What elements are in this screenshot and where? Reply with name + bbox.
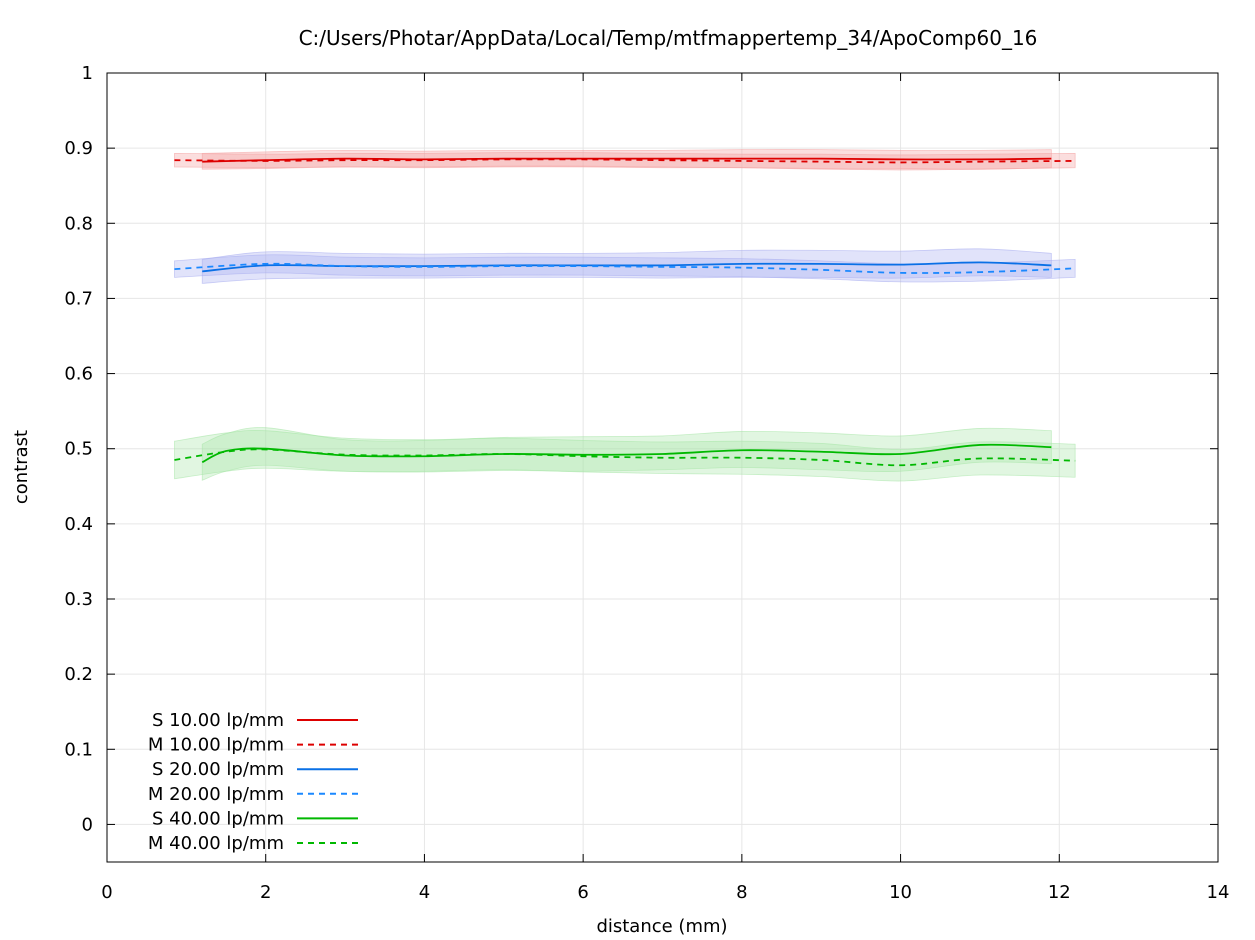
legend-label-1: M 10.00 lp/mm [148, 735, 284, 756]
legend: S 10.00 lp/mm M 10.00 lp/mm S 20.00 lp/mm M… [148, 710, 358, 854]
y-tick-label: 0.3 [64, 589, 93, 610]
x-tick-label: 0 [101, 882, 112, 903]
line-series-5 [174, 448, 1076, 467]
x-tick-label: 8 [736, 882, 747, 903]
legend-label-3: M 20.00 lp/mm [148, 784, 284, 805]
axis-tick-labels: 0 2 4 6 8 10 12 14 0 0.1 0.2 0.3 0.4 0.5 0.6 0.7 0.8 0.9 1 [64, 63, 1229, 903]
x-tick-label: 14 [1207, 882, 1230, 903]
band-series-5 [174, 430, 1076, 482]
x-tick-label: 2 [260, 882, 271, 903]
x-axis-label: distance (mm) [596, 916, 727, 937]
y-tick-label: 0.5 [64, 439, 93, 460]
legend-label-2: S 20.00 lp/mm [152, 759, 284, 780]
y-tick-label: 0.2 [64, 664, 93, 685]
band-series-3 [174, 254, 1076, 283]
y-tick-label: 0.6 [64, 364, 93, 385]
line-series-0 [202, 157, 1052, 163]
y-tick-label: 0.4 [64, 514, 93, 535]
line-series-1 [174, 158, 1076, 164]
y-tick-label: 0 [82, 814, 93, 835]
line-series-4 [201, 443, 1052, 464]
x-tick-label: 4 [419, 882, 430, 903]
legend-label-5: M 40.00 lp/mm [148, 833, 284, 854]
x-tick-label: 12 [1048, 882, 1071, 903]
chart-title: C:/Users/Photar/AppData/Local/Temp/mtfma… [299, 26, 1038, 50]
x-tick-label: 6 [577, 882, 588, 903]
legend-label-4: S 40.00 lp/mm [152, 808, 284, 829]
line-series-3 [174, 262, 1076, 274]
band-series-1 [174, 152, 1076, 171]
plot-frame [106, 72, 1219, 863]
y-tick-label: 0.7 [64, 288, 93, 309]
series-lines [174, 157, 1076, 467]
legend-label-0: S 10.00 lp/mm [152, 710, 284, 731]
y-tick-label: 0.8 [64, 213, 93, 234]
axis-ticks [106, 72, 1219, 862]
y-tick-label: 0.9 [64, 138, 93, 159]
y-tick-label: 1 [82, 63, 93, 84]
y-axis-label: contrast [11, 430, 32, 504]
x-tick-label: 10 [889, 882, 912, 903]
y-tick-label: 0.1 [64, 739, 93, 760]
